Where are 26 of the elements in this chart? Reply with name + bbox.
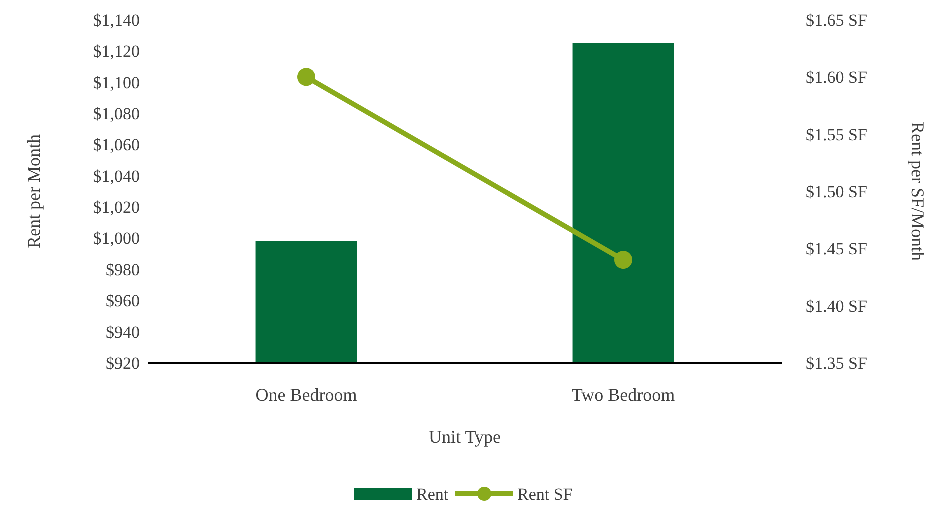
y-tick-label: $960 bbox=[106, 292, 140, 311]
y2-tick-label: $1.60 SF bbox=[806, 68, 868, 88]
y2-tick-label: $1.50 SF bbox=[806, 182, 868, 202]
y-axis-title: Rent per Month bbox=[24, 134, 44, 248]
y2-tick-label: $1.35 SF bbox=[806, 354, 868, 373]
x-axis-title: Unit Type bbox=[429, 427, 501, 447]
x-tick-label: Two Bedroom bbox=[572, 385, 676, 405]
y-tick-label: $1,060 bbox=[93, 136, 140, 155]
legend-label: Rent SF bbox=[518, 484, 573, 504]
y2-tick-label: $1.55 SF bbox=[806, 125, 868, 144]
y2-tick-label: $1.65 SF bbox=[806, 10, 868, 30]
y-tick-label: $1,000 bbox=[93, 229, 140, 248]
y2-tick-label: $1.40 SF bbox=[806, 296, 868, 316]
y-tick-label: $1,120 bbox=[93, 42, 140, 62]
x-tick-label: One Bedroom bbox=[256, 385, 358, 405]
y-tick-label: $980 bbox=[106, 260, 140, 280]
y-tick-label: $940 bbox=[106, 322, 140, 342]
y2-tick-label: $1.45 SF bbox=[806, 240, 868, 259]
legend-label: Rent bbox=[416, 484, 449, 504]
y-tick-label: $1,040 bbox=[93, 166, 140, 186]
y-tick-label: $1,020 bbox=[93, 198, 140, 218]
y-tick-label: $1,080 bbox=[93, 104, 140, 124]
y-tick-label: $1,100 bbox=[93, 73, 140, 92]
y-tick-label: $1,140 bbox=[93, 10, 140, 30]
y-tick-label: $920 bbox=[106, 354, 140, 373]
y2-axis-title: Rent per SF/Month bbox=[908, 122, 928, 262]
